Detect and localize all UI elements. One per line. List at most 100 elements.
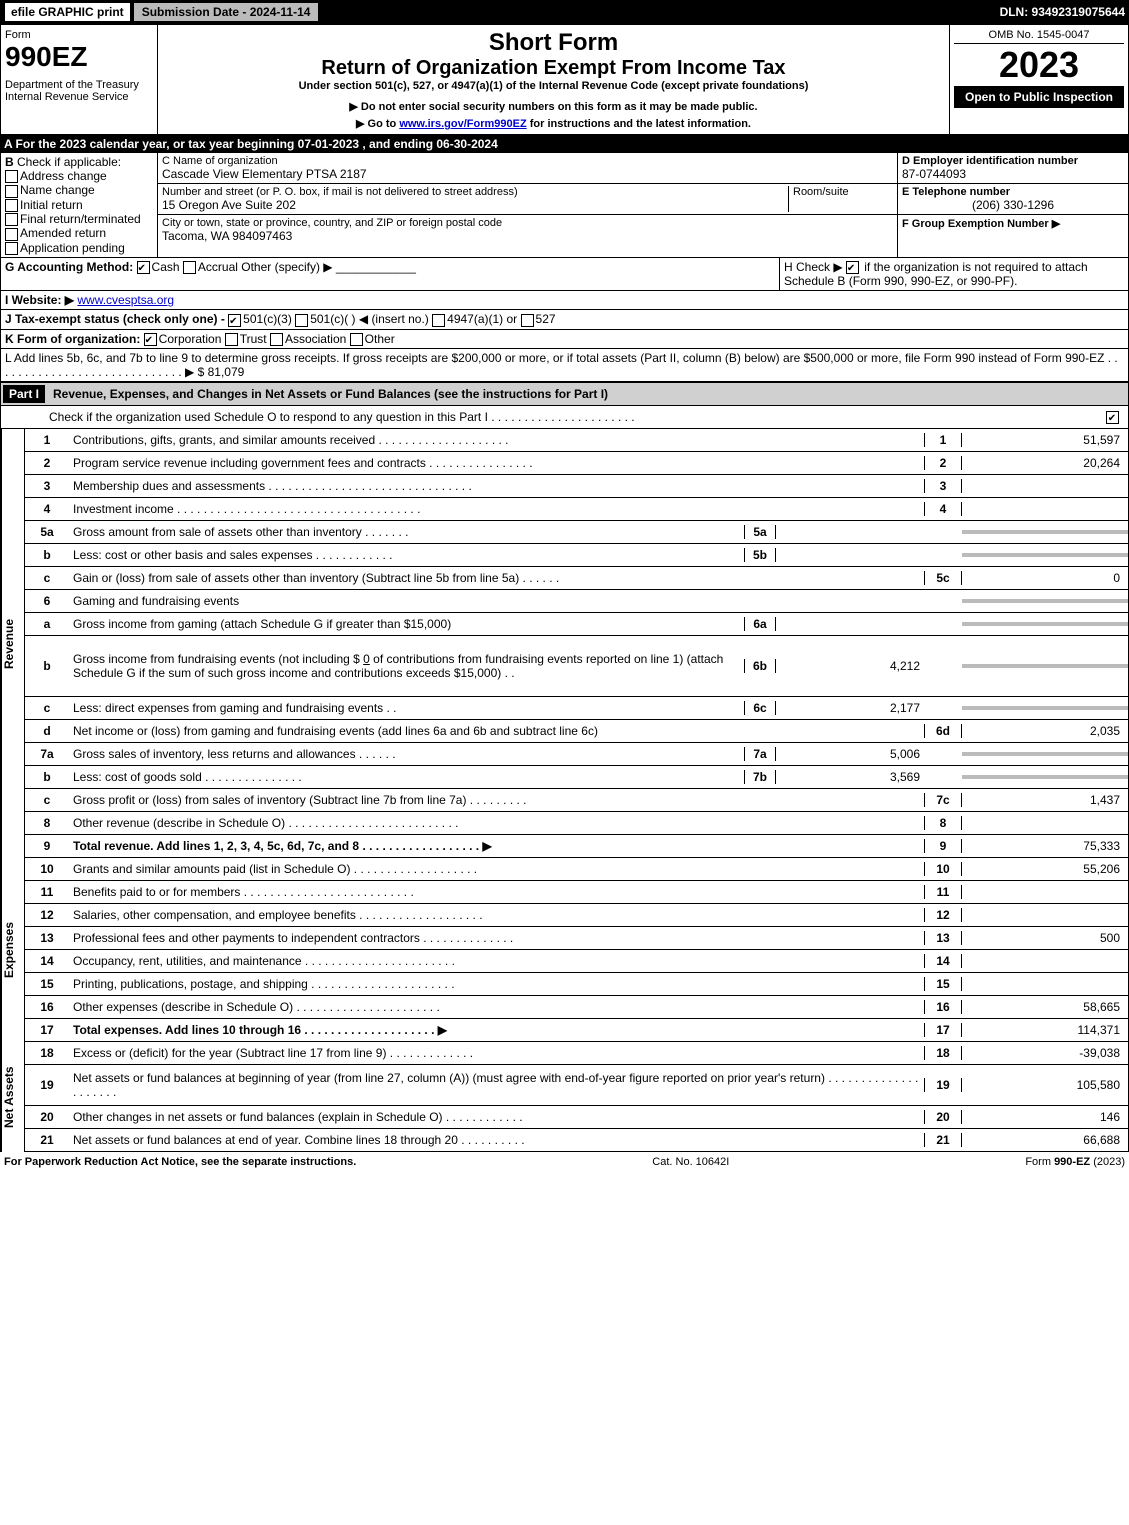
line-15-val (962, 982, 1128, 986)
form-word: Form (5, 29, 153, 41)
line-11-num: 11 (924, 885, 962, 899)
section-j: J Tax-exempt status (check only one) - 5… (0, 310, 1129, 329)
submission-date: Submission Date - 2024-11-14 (133, 2, 320, 22)
line-7a-sub: 7a (744, 747, 776, 761)
section-g-label: G Accounting Method: (5, 260, 133, 274)
line-13-val: 500 (962, 929, 1128, 947)
line-1-num: 1 (924, 433, 962, 447)
check-initial[interactable]: Initial return (5, 198, 153, 212)
section-l: L Add lines 5b, 6c, and 7b to line 9 to … (0, 349, 1129, 382)
line-13-desc: Professional fees and other payments to … (69, 929, 924, 947)
irs-link[interactable]: www.irs.gov/Form990EZ (399, 118, 526, 130)
open-inspection: Open to Public Inspection (954, 86, 1124, 108)
part1-label: Part I (3, 385, 45, 403)
line-6c-subval: 2,177 (776, 699, 924, 717)
line-5c-val: 0 (962, 569, 1128, 587)
line-7c-desc: Gross profit or (loss) from sales of inv… (69, 791, 924, 809)
footer-center: Cat. No. 10642I (652, 1156, 729, 1168)
check-cash[interactable] (137, 261, 150, 274)
footer-left: For Paperwork Reduction Act Notice, see … (4, 1156, 356, 1168)
check-other-org[interactable] (350, 333, 363, 346)
line-8-num: 8 (924, 816, 962, 830)
line-12-desc: Salaries, other compensation, and employ… (69, 906, 924, 924)
line-5b-sub: 5b (744, 548, 776, 562)
line-20-val: 146 (962, 1108, 1128, 1126)
line-7c-num: 7c (924, 793, 962, 807)
form-number: 990EZ (5, 41, 153, 73)
check-pending[interactable]: Application pending (5, 241, 153, 255)
efile-print-button[interactable]: efile GRAPHIC print (4, 2, 131, 22)
check-trust[interactable] (225, 333, 238, 346)
org-name: Cascade View Elementary PTSA 2187 (162, 167, 893, 181)
check-name[interactable]: Name change (5, 183, 153, 197)
part1-title: Revenue, Expenses, and Changes in Net As… (53, 387, 608, 401)
check-501c[interactable] (295, 314, 308, 327)
check-address[interactable]: Address change (5, 169, 153, 183)
check-sched-b[interactable] (846, 261, 859, 274)
opt-501c3: 501(c)(3) (243, 312, 292, 326)
opt-assoc: Association (285, 332, 346, 346)
line-6c-sub: 6c (744, 701, 776, 715)
line-12-val (962, 913, 1128, 917)
line-11-val (962, 890, 1128, 894)
line-14-val (962, 959, 1128, 963)
opt-trust: Trust (240, 332, 267, 346)
check-final[interactable]: Final return/terminated (5, 212, 153, 226)
line-5a-sub: 5a (744, 525, 776, 539)
check-amended[interactable]: Amended return (5, 226, 153, 240)
title-short-form: Short Form (162, 29, 945, 57)
line-1-desc: Contributions, gifts, grants, and simila… (69, 431, 924, 449)
other-label: Other (specify) ▶ (241, 260, 332, 274)
line-2-val: 20,264 (962, 454, 1128, 472)
check-corp[interactable] (144, 333, 157, 346)
line-9-num: 9 (924, 839, 962, 853)
check-schedule-o[interactable] (1106, 411, 1119, 424)
line-10-num: 10 (924, 862, 962, 876)
check-assoc[interactable] (270, 333, 283, 346)
line-20-desc: Other changes in net assets or fund bala… (69, 1108, 924, 1126)
line-18-val: -39,038 (962, 1044, 1128, 1062)
website-label: I Website: ▶ (5, 293, 74, 307)
line-5a-subval (776, 530, 924, 534)
line-6c-desc: Less: direct expenses from gaming and fu… (69, 699, 744, 717)
ein-value: 87-0744093 (902, 167, 1124, 181)
line-11-desc: Benefits paid to or for members . . . . … (69, 883, 924, 901)
gross-receipts: 81,079 (208, 365, 245, 379)
line-5b-desc: Less: cost or other basis and sales expe… (69, 546, 744, 564)
revenue-group: Revenue 1Contributions, gifts, grants, a… (0, 429, 1129, 858)
section-f-label: F Group Exemption Number ▶ (902, 217, 1124, 230)
line-6a-subval (776, 622, 924, 626)
note-goto-post: for instructions and the latest informat… (527, 118, 751, 130)
line-18-desc: Excess or (deficit) for the year (Subtra… (69, 1044, 924, 1062)
check-4947[interactable] (432, 314, 445, 327)
room-label: Room/suite (793, 186, 893, 198)
part1-check-row: Check if the organization used Schedule … (0, 406, 1129, 429)
subtitle: Under section 501(c), 527, or 4947(a)(1)… (162, 80, 945, 92)
line-21-num: 21 (924, 1133, 962, 1147)
line-6d-desc: Net income or (loss) from gaming and fun… (69, 722, 924, 740)
website-link[interactable]: www.cvesptsa.org (77, 293, 174, 307)
line-6a-sub: 6a (744, 617, 776, 631)
line-19-num: 19 (924, 1078, 962, 1092)
line-3-num: 3 (924, 479, 962, 493)
line-15-num: 15 (924, 977, 962, 991)
sections-bcdef: B Check if applicable: Address change Na… (0, 153, 1129, 258)
section-i: I Website: ▶ www.cvesptsa.org (0, 291, 1129, 310)
line-4-num: 4 (924, 502, 962, 516)
check-501c3[interactable] (228, 314, 241, 327)
line-13-num: 13 (924, 931, 962, 945)
line-16-num: 16 (924, 1000, 962, 1014)
tax-exempt-label: J Tax-exempt status (check only one) - (5, 312, 228, 326)
title-return: Return of Organization Exempt From Incom… (162, 57, 945, 80)
cash-label: Cash (152, 260, 180, 274)
line-17-num: 17 (924, 1023, 962, 1037)
check-accrual[interactable] (183, 261, 196, 274)
expenses-vert-label: Expenses (1, 858, 24, 1042)
line-6d-val: 2,035 (962, 722, 1128, 740)
line-5a-desc: Gross amount from sale of assets other t… (69, 523, 744, 541)
section-a: A For the 2023 calendar year, or tax yea… (0, 135, 1129, 153)
line-6d-num: 6d (924, 724, 962, 738)
line-5c-num: 5c (924, 571, 962, 585)
check-527[interactable] (521, 314, 534, 327)
line-21-desc: Net assets or fund balances at end of ye… (69, 1131, 924, 1149)
